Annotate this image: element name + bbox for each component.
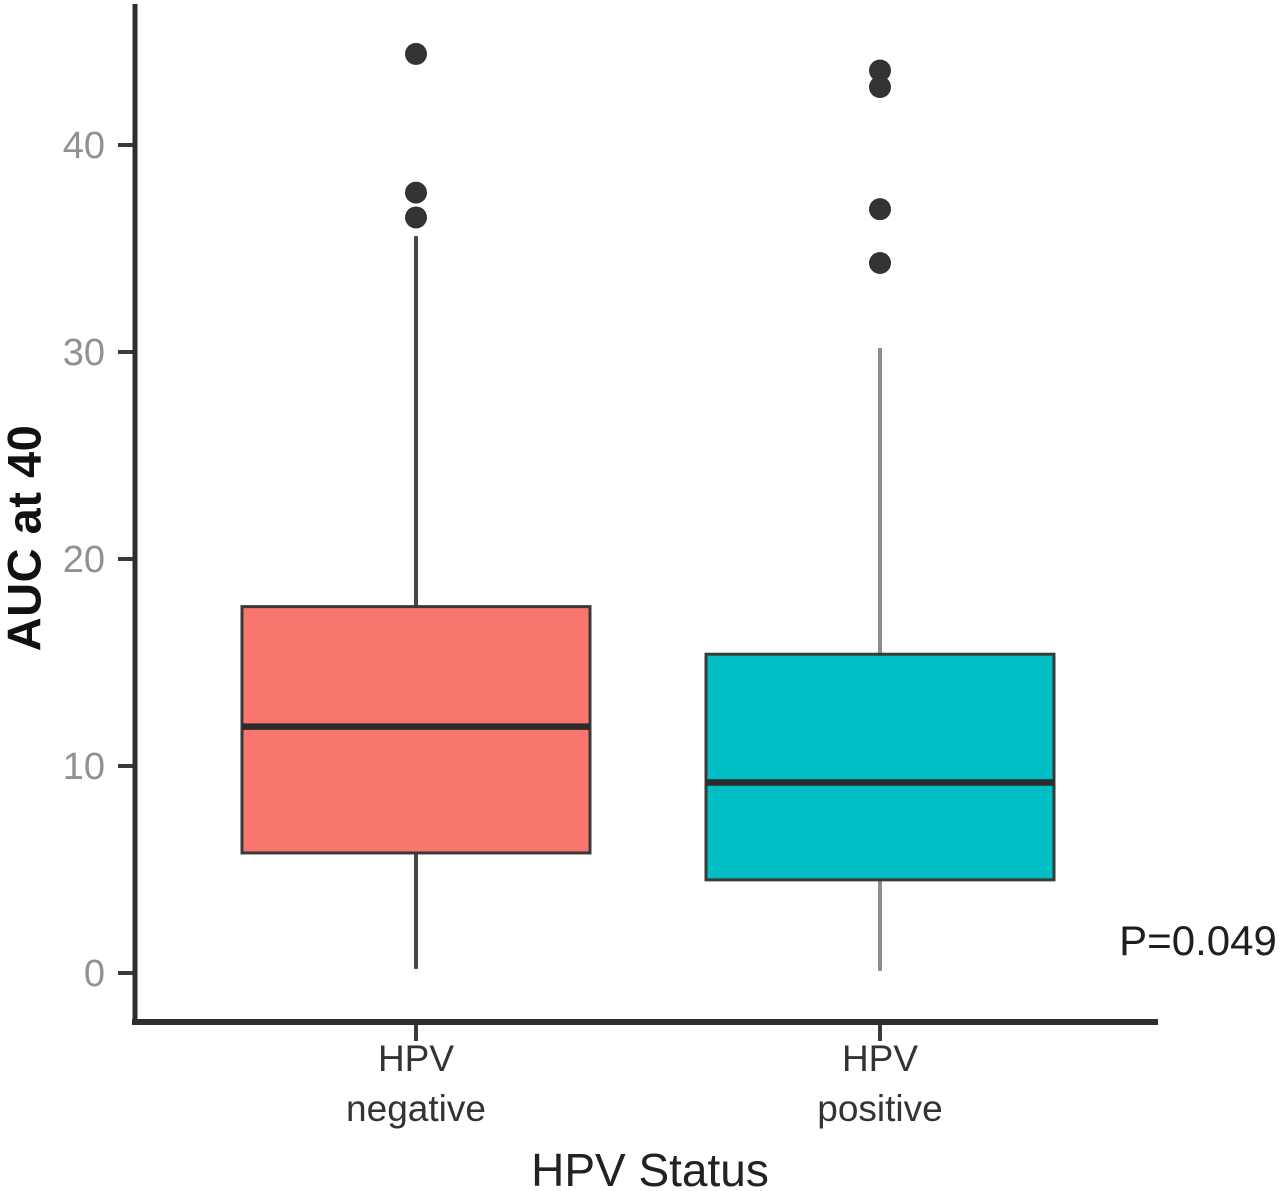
x-tick-label-hpv-positive: HPV positive bbox=[720, 1034, 1040, 1134]
y-axis-tick-label: 0 bbox=[84, 953, 105, 995]
outlier-point-hpv-positive bbox=[869, 59, 891, 82]
outlier-point-hpv-negative bbox=[405, 181, 427, 204]
y-axis-tick-label: 10 bbox=[63, 746, 105, 788]
box-hpv-positive bbox=[704, 652, 1056, 882]
outlier-point-hpv-positive bbox=[869, 198, 891, 221]
y-axis-tick-label: 20 bbox=[63, 539, 105, 581]
x-tick-label-line2: positive bbox=[817, 1088, 943, 1129]
x-tick-label-line2: negative bbox=[346, 1088, 486, 1129]
outlier-point-hpv-positive bbox=[869, 251, 891, 274]
outlier-point-hpv-negative bbox=[405, 42, 427, 65]
y-axis-tick-label: 30 bbox=[63, 332, 105, 374]
x-axis-title: HPV Status bbox=[531, 1144, 769, 1191]
outlier-point-hpv-negative bbox=[405, 206, 427, 229]
x-tick-label-line1: HPV bbox=[841, 1038, 919, 1079]
x-tick-label-hpv-negative: HPV negative bbox=[256, 1034, 576, 1134]
outlier-point-hpv-positive bbox=[869, 76, 891, 99]
p-value-annotation: P=0.049 bbox=[1119, 917, 1277, 964]
x-tick-label-line1: HPV bbox=[377, 1038, 455, 1079]
y-axis-tick-label: 40 bbox=[63, 125, 105, 167]
y-axis-title: AUC at 40 bbox=[0, 424, 51, 652]
